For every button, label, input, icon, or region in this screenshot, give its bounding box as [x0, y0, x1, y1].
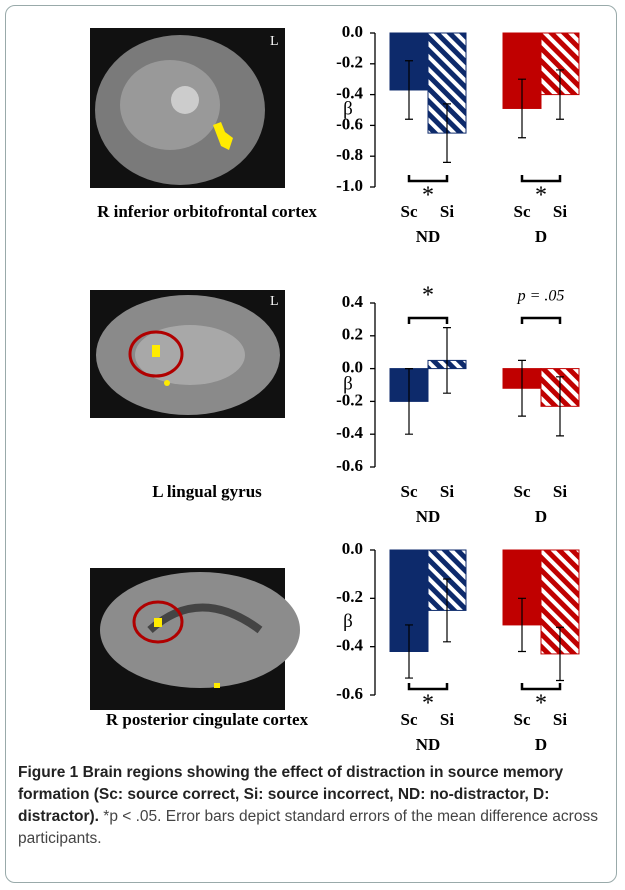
significance-bracket: [522, 318, 560, 324]
caption: Figure 1 Brain regions showing the effec…: [18, 762, 610, 850]
x-sublabel: Si: [553, 202, 567, 221]
y-tick-label: -0.6: [336, 456, 363, 475]
x-tick-label: ND: [416, 735, 441, 754]
y-tick-label: 0.0: [342, 539, 363, 558]
y-tick-label: -0.2: [336, 587, 363, 606]
y-tick-label: -0.6: [336, 684, 363, 703]
significance-label: *: [422, 283, 434, 309]
significance-label: *: [535, 691, 547, 717]
y-tick-label: -0.4: [336, 636, 363, 655]
x-sublabel: Sc: [514, 710, 531, 729]
brain-image: [90, 28, 285, 188]
x-sublabel: Sc: [401, 710, 418, 729]
region-title: R inferior orbitofrontal cortex: [97, 202, 317, 221]
x-sublabel: Sc: [401, 482, 418, 501]
y-axis-label: β: [343, 611, 353, 632]
significance-label: p = .05: [517, 288, 565, 305]
y-axis-label: β: [343, 98, 353, 119]
x-sublabel: Sc: [401, 202, 418, 221]
significance-label: *: [422, 691, 434, 717]
figure: 0.0 -0.2 -0.4 -0.6 -0.8 -1.0 β L Sc Sc Si Si ND D * * R …: [0, 0, 625, 760]
significance-bracket: [522, 683, 560, 689]
significance-label: *: [422, 183, 434, 209]
x-tick-label: ND: [416, 507, 441, 526]
page: 0.0 -0.2 -0.4 -0.6 -0.8 -1.0 β L Sc Sc Si Si ND D * * R …: [0, 0, 625, 890]
x-sublabel: Sc: [514, 482, 531, 501]
x-tick-label: D: [535, 227, 547, 246]
significance-bracket: [409, 175, 447, 181]
x-sublabel: Si: [553, 482, 567, 501]
y-axis-label: β: [343, 373, 353, 394]
x-sublabel: Sc: [514, 202, 531, 221]
brain-image: [90, 290, 285, 418]
significance-bracket: [409, 318, 447, 324]
y-tick-label: -0.4: [336, 423, 363, 442]
significance-bracket: [409, 683, 447, 689]
y-tick-label: -0.2: [336, 53, 363, 72]
image-label: L: [270, 34, 279, 49]
caption-note: *p < .05. Error bars depict standard err…: [18, 808, 598, 847]
y-tick-label: 0.0: [342, 22, 363, 41]
significance-bracket: [522, 175, 560, 181]
y-tick-label: -0.8: [336, 145, 363, 164]
x-sublabel: Si: [553, 710, 567, 729]
x-tick-label: ND: [416, 227, 441, 246]
image-label: L: [270, 294, 279, 309]
x-sublabel: Si: [440, 710, 454, 729]
x-sublabel: Si: [440, 202, 454, 221]
x-tick-label: D: [535, 507, 547, 526]
brain-image: [90, 568, 300, 710]
region-title: R posterior cingulate cortex: [106, 710, 309, 729]
region-title: L lingual gyrus: [152, 482, 262, 501]
x-tick-label: D: [535, 735, 547, 754]
y-tick-label: 0.2: [342, 325, 363, 344]
x-sublabel: Si: [440, 482, 454, 501]
y-tick-label: 0.4: [342, 292, 364, 311]
y-tick-label: -1.0: [336, 176, 363, 195]
significance-label: *: [535, 183, 547, 209]
